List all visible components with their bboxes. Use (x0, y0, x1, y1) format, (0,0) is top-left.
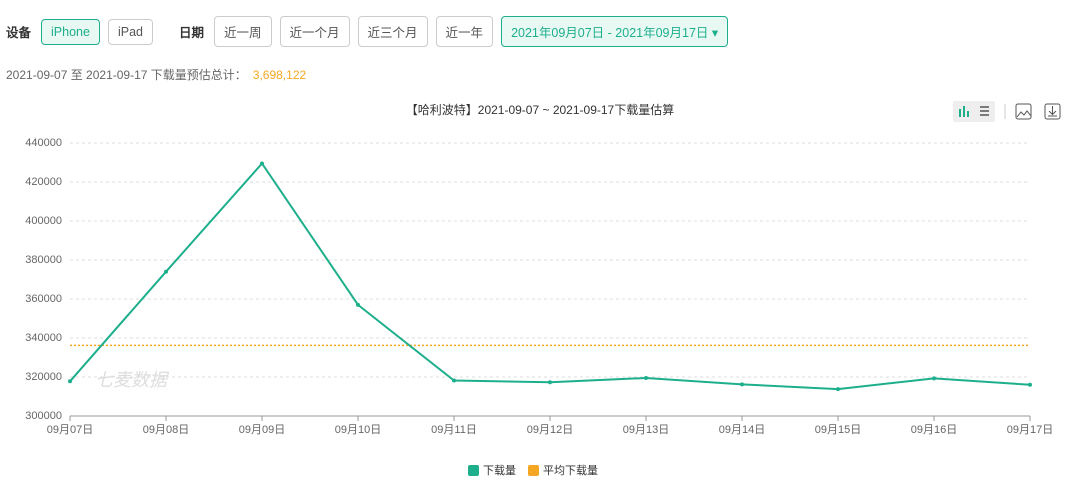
summary: 2021-09-07 至 2021-09-17 下载量预估总计： 3,698,12… (6, 66, 306, 83)
x-tick-label: 09月08日 (143, 424, 189, 436)
point (740, 382, 744, 387)
x-tick-label: 09月17日 (1007, 424, 1053, 436)
y-tick-label: 360000 (25, 293, 62, 305)
point (548, 380, 552, 385)
point (164, 269, 168, 274)
point (932, 376, 936, 381)
watermark: 七麦数据 (95, 370, 170, 390)
y-tick-label: 320000 (25, 371, 62, 383)
y-tick-label: 400000 (25, 215, 62, 227)
chart-title: 【哈利波特】2021-09-07 ~ 2021-09-17下载量估算 (406, 102, 674, 117)
y-tick-label: 380000 (25, 254, 62, 266)
device-label: 设备 (6, 26, 32, 40)
range-button[interactable]: 近一年 (435, 16, 494, 47)
range-button[interactable]: 近一个月 (279, 16, 350, 47)
y-tick-label: 340000 (25, 332, 62, 344)
summary-total: 3,698,122 (252, 68, 307, 82)
device-button[interactable]: iPhone (41, 18, 100, 45)
point (452, 378, 456, 383)
legend-swatch (468, 465, 479, 476)
summary-text: 2021-09-07 至 2021-09-17 下载量预估总计： (6, 68, 247, 82)
point (1028, 382, 1032, 387)
x-tick-label: 09月16日 (911, 424, 957, 436)
point (356, 302, 360, 307)
device-button[interactable]: iPad (107, 18, 153, 45)
legend-label: 平均下载量 (543, 464, 598, 477)
x-tick-label: 09月10日 (335, 424, 381, 436)
range-button[interactable]: 近三个月 (357, 16, 428, 47)
x-tick-label: 09月12日 (527, 424, 573, 436)
date-range: 2021年09月07日 - 2021年09月17日 (511, 26, 709, 40)
x-tick-label: 09月15日 (815, 424, 861, 436)
point (260, 161, 264, 166)
point (836, 387, 840, 392)
series-line (69, 161, 1031, 391)
range-button[interactable]: 近一周 (214, 16, 272, 47)
x-tick-label: 09月09日 (239, 424, 285, 436)
y-tick-label: 440000 (25, 137, 62, 149)
x-tick-label: 09月11日 (431, 424, 477, 436)
y-tick-label: 420000 (25, 176, 62, 188)
date-label: 日期 (178, 26, 204, 40)
chart-tools[interactable] (953, 101, 1061, 122)
x-tick-label: 09月07日 (47, 424, 93, 436)
x-tick-label: 09月14日 (719, 424, 765, 436)
toolbar: 设备 iPhone iPad 日期 近一周 近一个月 近三个月 近一年 2021… (6, 16, 729, 47)
x-tick-label: 09月13日 (623, 424, 669, 436)
date-range-picker[interactable]: 2021年09月07日 - 2021年09月17日 ▾ (501, 16, 729, 47)
legend-label: 下载量 (483, 464, 516, 477)
point (644, 375, 648, 380)
legend-swatch (528, 465, 539, 476)
y-tick-label: 300000 (25, 410, 62, 422)
point (68, 379, 72, 384)
